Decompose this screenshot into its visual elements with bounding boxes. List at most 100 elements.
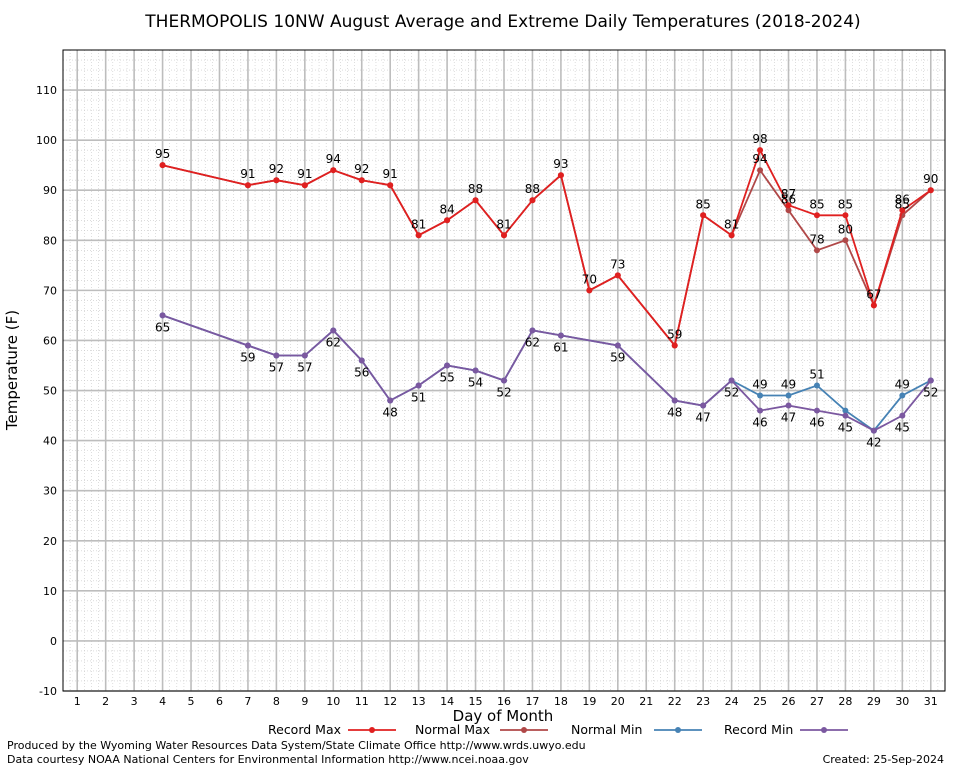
x-tick-label: 29: [867, 695, 881, 708]
footer-created: Created: 25-Sep-2024: [823, 753, 944, 766]
data-point: [529, 327, 536, 334]
data-point: [927, 187, 934, 194]
data-point: [728, 232, 735, 239]
data-point: [415, 382, 422, 389]
x-tick-label: 24: [725, 695, 739, 708]
data-label: 81: [411, 217, 426, 231]
series-line: [162, 164, 932, 348]
y-axis-label: Temperature (F): [3, 310, 21, 431]
data-point: [159, 312, 166, 319]
x-tick-label: 7: [244, 695, 251, 708]
data-point: [273, 352, 280, 359]
data-labels: 95 91 92 91 94 92 91 81 84 88 81 88 93 70 73 59 85 81 98 87…: [155, 132, 938, 449]
data-label: 93: [553, 157, 568, 171]
data-point: [757, 167, 764, 174]
y-tick-label: 10: [43, 585, 57, 598]
data-label: 57: [269, 360, 284, 374]
data-label: 70: [582, 272, 597, 286]
plot-frame: [62, 49, 946, 692]
x-tick-label: 8: [273, 695, 280, 708]
data-label: 51: [809, 368, 824, 382]
data-label: 90: [923, 172, 938, 186]
data-label: 47: [781, 411, 796, 425]
x-tick-label: 15: [469, 695, 483, 708]
data-point: [301, 352, 308, 359]
grid: [62, 49, 946, 692]
y-tick-label: 90: [43, 184, 57, 197]
data-label: 47: [696, 411, 711, 425]
data-point: [501, 232, 507, 239]
data-point: [614, 272, 621, 279]
data-point: [273, 177, 280, 184]
data-label: 85: [809, 197, 824, 211]
data-point: [785, 392, 792, 399]
y-tick-label: 50: [43, 385, 57, 398]
data-point: [813, 382, 820, 389]
y-tick-label: 0: [50, 635, 57, 648]
y-tick-label: 20: [43, 535, 57, 548]
data-label: 81: [724, 217, 739, 231]
data-point: [671, 342, 678, 349]
data-point: [899, 392, 906, 399]
data-label: 95: [155, 147, 170, 161]
data-point: [899, 412, 906, 419]
y-tick-label: 70: [43, 284, 57, 297]
x-tick-label: 23: [696, 695, 710, 708]
x-tick-label: 18: [554, 695, 568, 708]
legend-label: Normal Max: [415, 722, 490, 737]
x-tick-label: 6: [216, 695, 223, 708]
legend: Record Max Normal Max Normal Min Record Min: [268, 722, 848, 737]
data-point: [244, 342, 251, 349]
data-label: 86: [895, 192, 910, 206]
data-label: 78: [809, 232, 824, 246]
data-label: 85: [895, 197, 910, 211]
legend-swatch-marker: [369, 727, 375, 733]
legend-label: Record Max: [268, 722, 341, 737]
data-point: [757, 147, 764, 154]
data-point: [387, 397, 394, 404]
data-point: [557, 332, 564, 339]
data-point: [244, 182, 251, 189]
data-point: [813, 407, 820, 414]
data-point: [813, 212, 820, 219]
x-tick-label: 4: [159, 695, 166, 708]
data-label: 57: [297, 360, 312, 374]
data-label: 91: [297, 167, 312, 181]
data-point: [785, 207, 792, 214]
legend-swatch-marker: [521, 727, 527, 733]
data-label: 61: [553, 340, 568, 354]
data-label: 48: [667, 406, 682, 420]
x-tick-label: 9: [301, 695, 308, 708]
data-label: 52: [496, 386, 511, 400]
data-label: 46: [752, 416, 767, 430]
data-point: [444, 217, 451, 224]
legend-swatch-marker: [821, 727, 827, 733]
data-point: [358, 177, 365, 184]
data-point: [842, 212, 849, 219]
series-lines: [159, 147, 934, 434]
y-tick-label: 100: [36, 134, 57, 147]
data-point: [415, 232, 422, 239]
data-point: [870, 427, 877, 434]
data-point: [159, 162, 166, 169]
data-label: 88: [525, 182, 540, 196]
data-label: 92: [354, 162, 369, 176]
data-label: 87: [781, 187, 796, 201]
data-label: 91: [383, 167, 398, 181]
data-label: 52: [724, 386, 739, 400]
series-line: [162, 314, 932, 432]
y-tick-label: -10: [39, 685, 57, 698]
data-point: [757, 407, 764, 414]
data-point: [444, 362, 451, 369]
x-tick-label: 11: [355, 695, 369, 708]
x-tick-label: 1: [74, 695, 81, 708]
data-label: 46: [809, 416, 824, 430]
x-tick-label: 30: [895, 695, 909, 708]
data-point: [529, 197, 536, 204]
data-label: 59: [667, 327, 682, 341]
data-label: 45: [838, 421, 853, 435]
data-point: [899, 207, 906, 214]
data-label: 88: [468, 182, 483, 196]
legend-label: Record Min: [724, 722, 793, 737]
data-label: 45: [895, 421, 910, 435]
